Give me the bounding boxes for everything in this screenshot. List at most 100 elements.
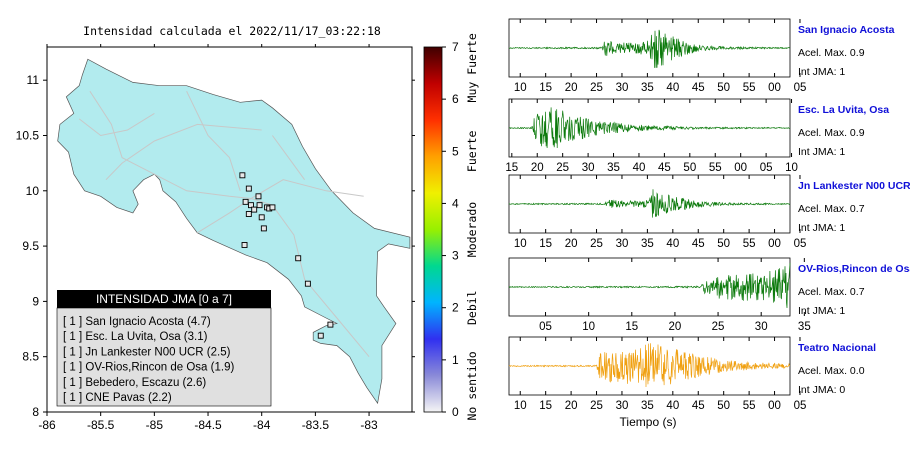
station-marker bbox=[256, 202, 263, 209]
colorbar-tick-label: 2 bbox=[452, 301, 459, 315]
colorbar-tick-label: 5 bbox=[452, 144, 459, 158]
max-acceleration: Acel. Max. 0.0 bbox=[798, 365, 865, 377]
colorbar-tick-label: 4 bbox=[452, 196, 459, 210]
time-tick-label: 50 bbox=[717, 82, 730, 94]
waveform-trace bbox=[508, 189, 791, 218]
time-tick-label: 10 bbox=[514, 400, 527, 412]
waveform-trace bbox=[508, 262, 791, 309]
time-tick-label: 05 bbox=[794, 82, 807, 94]
max-acceleration: Acel. Max. 0.7 bbox=[798, 286, 865, 298]
time-tick-label: 15 bbox=[539, 82, 552, 94]
colorbar-intensity-label: Fuerte bbox=[465, 130, 479, 172]
x-tick-label: -84.5 bbox=[194, 418, 222, 432]
time-tick-label: 45 bbox=[692, 82, 705, 94]
max-acceleration: Acel. Max. 0.7 bbox=[798, 203, 865, 215]
station-marker bbox=[269, 204, 276, 211]
station-marker bbox=[255, 193, 262, 200]
station-marker bbox=[242, 198, 249, 205]
intensity-legend: INTENSIDAD JMA [0 a 7] [ 1 ] San Ignacio… bbox=[56, 290, 272, 407]
time-tick-label: 55 bbox=[743, 82, 756, 94]
time-tick-label: 25 bbox=[712, 321, 725, 333]
legend-entry: [ 1 ] Esc. La Uvita, Osa (3.1) bbox=[63, 331, 208, 343]
map-x-axis: -86 -85.5 -85 -84.5 -84 -83.5 -83 bbox=[38, 44, 378, 432]
station-marker bbox=[327, 321, 334, 328]
x-tick-label: -85.5 bbox=[87, 418, 115, 432]
time-tick-label: 20 bbox=[531, 162, 544, 174]
time-tick-label: 35 bbox=[798, 321, 811, 333]
colorbar-tick-label: 1 bbox=[452, 353, 459, 367]
time-tick-label: 15 bbox=[539, 400, 552, 412]
jma-intensity: Int JMA: 1 bbox=[798, 305, 845, 317]
time-tick-label: 40 bbox=[666, 400, 679, 412]
colorbar-tick-label: 7 bbox=[452, 40, 459, 54]
y-tick-label: 8 bbox=[32, 405, 39, 419]
x-tick-label: -86 bbox=[38, 418, 56, 432]
colorbar-bar bbox=[423, 46, 443, 413]
time-tick-label: 20 bbox=[565, 82, 578, 94]
time-tick-label: 25 bbox=[590, 400, 603, 412]
x-tick-label: -85 bbox=[146, 418, 164, 432]
colorbar-tick-label: 3 bbox=[452, 249, 459, 263]
station-name: OV-Rios,Rincon de Osa bbox=[798, 263, 910, 275]
time-tick-label: 15 bbox=[625, 321, 638, 333]
time-tick-label: 05 bbox=[794, 238, 807, 250]
waveform-trace bbox=[508, 343, 791, 388]
time-tick-label: 10 bbox=[514, 82, 527, 94]
road-line bbox=[271, 135, 306, 180]
x-tick-label: -83.5 bbox=[302, 418, 330, 432]
time-tick-label: 40 bbox=[633, 162, 646, 174]
road-line bbox=[89, 90, 252, 199]
station-marker bbox=[241, 242, 248, 248]
seismogram-xlabel: Tiempo (s) bbox=[620, 415, 677, 429]
colorbar-tick-label: 6 bbox=[452, 92, 459, 106]
y-tick-label: 9 bbox=[32, 294, 39, 308]
jma-intensity: Int JMA: 1 bbox=[798, 146, 845, 158]
colorbar-intensity-label: No sentido bbox=[465, 351, 479, 420]
legend-entry: [ 1 ] OV-Rios,Rincon de Osa (1.9) bbox=[63, 362, 234, 374]
time-tick-label: 50 bbox=[683, 162, 696, 174]
station-marker bbox=[245, 185, 252, 192]
time-tick-label: 30 bbox=[616, 238, 629, 250]
y-tick-label: 9.5 bbox=[22, 239, 39, 253]
road-line bbox=[105, 123, 262, 181]
time-tick-label: 20 bbox=[565, 400, 578, 412]
colorbar-intensity-label: Muy Fuerte bbox=[465, 33, 479, 102]
seismogram-panel: 05 10 15 20 25 30 35 OV-Rios,Rincon de Osa Acel.… bbox=[508, 257, 910, 333]
seismogram-panel: 15 20 25 30 35 40 45 50 55 00 05 10 Esc. La Uvita, O… bbox=[505, 98, 889, 174]
time-tick-label: 15 bbox=[505, 162, 518, 174]
colorbar-intensity-label: Moderado bbox=[465, 202, 479, 257]
station-marker bbox=[258, 214, 265, 221]
y-tick-label: 10.5 bbox=[16, 128, 40, 142]
time-tick-label: 25 bbox=[590, 82, 603, 94]
station-marker bbox=[295, 255, 302, 262]
max-acceleration: Acel. Max. 0.9 bbox=[798, 47, 865, 59]
time-tick-label: 05 bbox=[794, 400, 807, 412]
station-marker bbox=[260, 225, 267, 232]
time-tick-label: 30 bbox=[616, 82, 629, 94]
time-tick-label: 10 bbox=[785, 162, 798, 174]
time-tick-label: 30 bbox=[582, 162, 595, 174]
legend-entry: [ 1 ] Jn Lankester N00 UCR (2.5) bbox=[63, 346, 231, 358]
time-tick-label: 30 bbox=[616, 400, 629, 412]
colorbar-tick-label: 0 bbox=[452, 405, 459, 419]
legend-title: INTENSIDAD JMA [0 a 7] bbox=[96, 292, 232, 306]
time-tick-label: 45 bbox=[692, 400, 705, 412]
time-tick-label: 00 bbox=[768, 400, 781, 412]
costa-rica-landmass bbox=[57, 58, 411, 405]
time-tick-label: 35 bbox=[641, 400, 654, 412]
seismogram-panel: 10 15 20 25 30 35 40 45 50 55 00 05 Jn Lankester N00… bbox=[508, 174, 910, 250]
map-title: Intensidad calculada el 2022/11/17_03:22… bbox=[83, 24, 381, 38]
station-name: San Ignacio Acosta bbox=[798, 24, 895, 36]
time-tick-label: 30 bbox=[755, 321, 768, 333]
y-tick-label: 11 bbox=[27, 73, 40, 87]
road-line bbox=[78, 112, 155, 137]
road-line bbox=[186, 90, 241, 191]
y-tick-label: 8.5 bbox=[22, 350, 39, 364]
station-marker bbox=[251, 206, 258, 213]
map-layer bbox=[57, 58, 411, 405]
time-tick-label: 10 bbox=[582, 321, 595, 333]
legend-entry: [ 1 ] CNE Pavas (2.2) bbox=[63, 392, 172, 404]
time-tick-label: 50 bbox=[717, 238, 730, 250]
station-marker bbox=[245, 211, 252, 217]
seismogram-panels: 10 15 20 25 30 35 40 45 50 55 00 05 San Ignacio Acos… bbox=[505, 18, 910, 412]
